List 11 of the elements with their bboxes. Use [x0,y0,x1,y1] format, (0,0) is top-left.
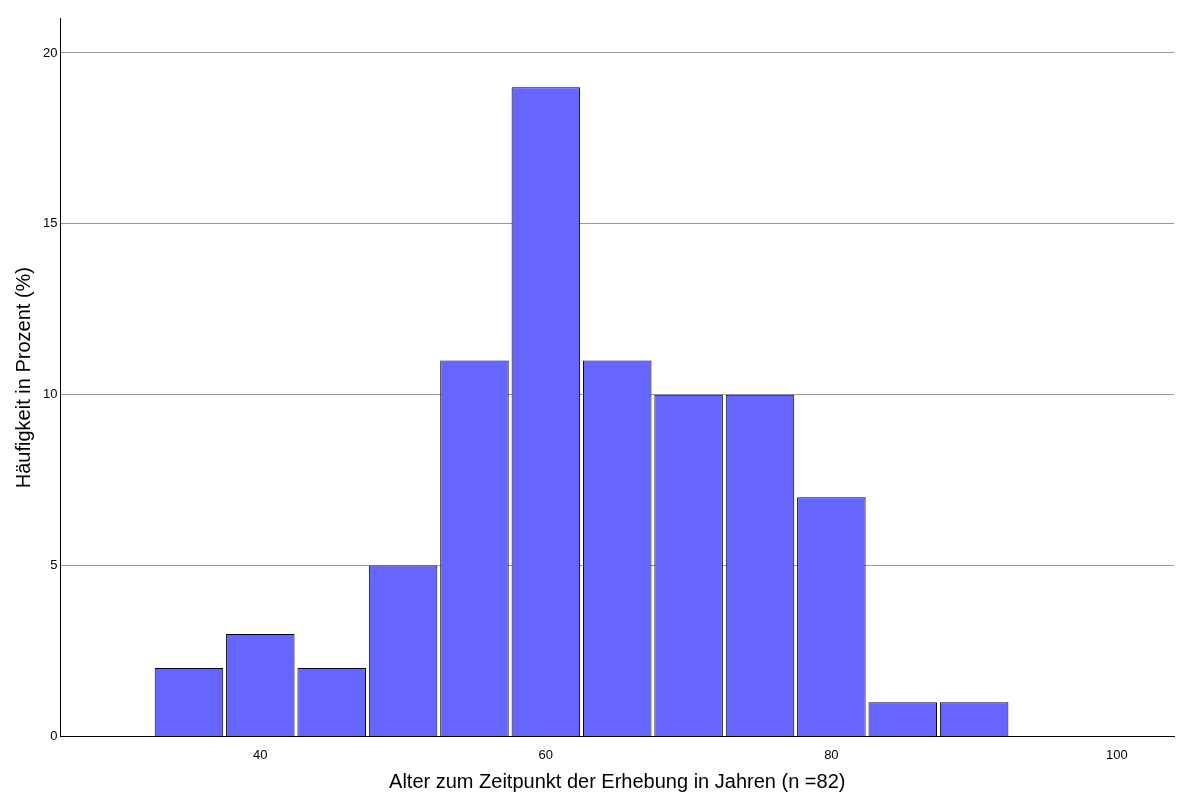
y-tick-label: 0 [50,727,58,743]
y-tick-label: 10 [42,386,58,402]
x-tick-label: 80 [824,746,839,762]
x-tick-label: 40 [253,746,268,762]
x-tick-label: 60 [538,746,554,762]
y-tick-label: 5 [50,557,58,573]
x-axis-title: Alter zum Zeitpunkt der Erhebung in Jahren (n =82) [389,769,846,792]
x-tick-label: 100 [1106,746,1128,762]
y-tick-label: 15 [42,215,58,231]
y-tick-label: 20 [42,44,58,60]
y-axis-title: Häufigkeit in Prozent (%) [11,267,34,489]
